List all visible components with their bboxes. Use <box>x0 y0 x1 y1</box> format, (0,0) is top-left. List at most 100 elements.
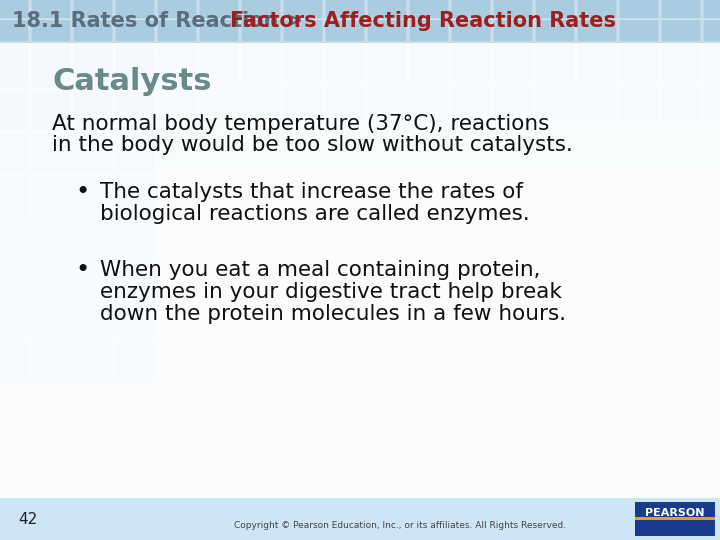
FancyBboxPatch shape <box>31 343 71 383</box>
FancyBboxPatch shape <box>0 259 29 299</box>
FancyBboxPatch shape <box>31 41 71 81</box>
Text: When you eat a meal containing protein,: When you eat a meal containing protein, <box>100 260 541 280</box>
FancyBboxPatch shape <box>73 125 113 165</box>
FancyBboxPatch shape <box>31 301 71 341</box>
FancyBboxPatch shape <box>325 0 365 39</box>
FancyBboxPatch shape <box>451 41 491 81</box>
FancyBboxPatch shape <box>31 125 71 165</box>
FancyBboxPatch shape <box>31 259 71 299</box>
FancyBboxPatch shape <box>115 41 155 81</box>
Text: down the protein molecules in a few hours.: down the protein molecules in a few hour… <box>100 304 566 324</box>
FancyBboxPatch shape <box>577 125 617 165</box>
FancyBboxPatch shape <box>31 385 71 425</box>
FancyBboxPatch shape <box>31 91 71 131</box>
FancyBboxPatch shape <box>73 19 113 42</box>
FancyBboxPatch shape <box>283 41 323 81</box>
FancyBboxPatch shape <box>409 83 449 123</box>
FancyBboxPatch shape <box>367 125 407 165</box>
FancyBboxPatch shape <box>73 385 113 425</box>
FancyBboxPatch shape <box>0 19 29 42</box>
FancyBboxPatch shape <box>115 83 155 123</box>
Bar <box>635 517 715 520</box>
Text: At normal body temperature (37°C), reactions: At normal body temperature (37°C), react… <box>52 114 549 134</box>
FancyBboxPatch shape <box>409 125 449 165</box>
Bar <box>0 43 720 498</box>
FancyBboxPatch shape <box>241 125 281 165</box>
FancyBboxPatch shape <box>31 49 71 89</box>
FancyBboxPatch shape <box>619 0 659 19</box>
FancyBboxPatch shape <box>493 0 533 19</box>
FancyBboxPatch shape <box>73 0 113 39</box>
FancyBboxPatch shape <box>73 91 113 131</box>
FancyBboxPatch shape <box>283 19 323 42</box>
FancyBboxPatch shape <box>199 0 239 19</box>
Text: enzymes in your digestive tract help break: enzymes in your digestive tract help bre… <box>100 282 562 302</box>
FancyBboxPatch shape <box>535 41 575 81</box>
FancyBboxPatch shape <box>703 19 720 42</box>
FancyBboxPatch shape <box>0 41 29 81</box>
FancyBboxPatch shape <box>73 259 113 299</box>
FancyBboxPatch shape <box>409 0 449 39</box>
FancyBboxPatch shape <box>0 49 29 89</box>
FancyBboxPatch shape <box>703 0 720 19</box>
FancyBboxPatch shape <box>0 175 29 215</box>
FancyBboxPatch shape <box>409 19 449 42</box>
FancyBboxPatch shape <box>619 83 659 123</box>
FancyBboxPatch shape <box>325 83 365 123</box>
FancyBboxPatch shape <box>409 41 449 81</box>
FancyBboxPatch shape <box>325 125 365 165</box>
Bar <box>635 502 715 536</box>
FancyBboxPatch shape <box>157 0 197 19</box>
FancyBboxPatch shape <box>325 0 365 19</box>
FancyBboxPatch shape <box>241 41 281 81</box>
FancyBboxPatch shape <box>241 0 281 19</box>
FancyBboxPatch shape <box>283 0 323 19</box>
FancyBboxPatch shape <box>115 175 155 215</box>
FancyBboxPatch shape <box>409 0 449 19</box>
FancyBboxPatch shape <box>115 0 155 39</box>
FancyBboxPatch shape <box>241 0 281 39</box>
FancyBboxPatch shape <box>73 175 113 215</box>
FancyBboxPatch shape <box>493 125 533 165</box>
FancyBboxPatch shape <box>115 343 155 383</box>
FancyBboxPatch shape <box>661 83 701 123</box>
FancyBboxPatch shape <box>31 427 71 467</box>
FancyBboxPatch shape <box>73 217 113 257</box>
FancyBboxPatch shape <box>325 19 365 42</box>
FancyBboxPatch shape <box>157 125 197 165</box>
FancyBboxPatch shape <box>115 385 155 425</box>
FancyBboxPatch shape <box>0 133 29 173</box>
FancyBboxPatch shape <box>115 49 155 89</box>
FancyBboxPatch shape <box>535 0 575 39</box>
FancyBboxPatch shape <box>73 41 113 81</box>
FancyBboxPatch shape <box>367 41 407 81</box>
FancyBboxPatch shape <box>73 49 113 89</box>
FancyBboxPatch shape <box>115 217 155 257</box>
FancyBboxPatch shape <box>451 83 491 123</box>
Text: biological reactions are called enzymes.: biological reactions are called enzymes. <box>100 204 530 224</box>
FancyBboxPatch shape <box>31 175 71 215</box>
FancyBboxPatch shape <box>451 125 491 165</box>
FancyBboxPatch shape <box>325 41 365 81</box>
FancyBboxPatch shape <box>577 83 617 123</box>
FancyBboxPatch shape <box>31 83 71 123</box>
FancyBboxPatch shape <box>283 125 323 165</box>
FancyBboxPatch shape <box>703 0 720 39</box>
FancyBboxPatch shape <box>241 83 281 123</box>
Text: •: • <box>75 258 89 282</box>
FancyBboxPatch shape <box>493 41 533 81</box>
FancyBboxPatch shape <box>661 0 701 19</box>
Text: PEARSON: PEARSON <box>645 508 705 518</box>
FancyBboxPatch shape <box>199 83 239 123</box>
FancyBboxPatch shape <box>73 301 113 341</box>
FancyBboxPatch shape <box>367 19 407 42</box>
FancyBboxPatch shape <box>535 19 575 42</box>
FancyBboxPatch shape <box>619 19 659 42</box>
FancyBboxPatch shape <box>31 217 71 257</box>
FancyBboxPatch shape <box>0 343 29 383</box>
Text: 18.1 Rates of Reaction >: 18.1 Rates of Reaction > <box>12 11 303 31</box>
FancyBboxPatch shape <box>451 0 491 19</box>
FancyBboxPatch shape <box>73 343 113 383</box>
FancyBboxPatch shape <box>115 19 155 42</box>
FancyBboxPatch shape <box>535 125 575 165</box>
